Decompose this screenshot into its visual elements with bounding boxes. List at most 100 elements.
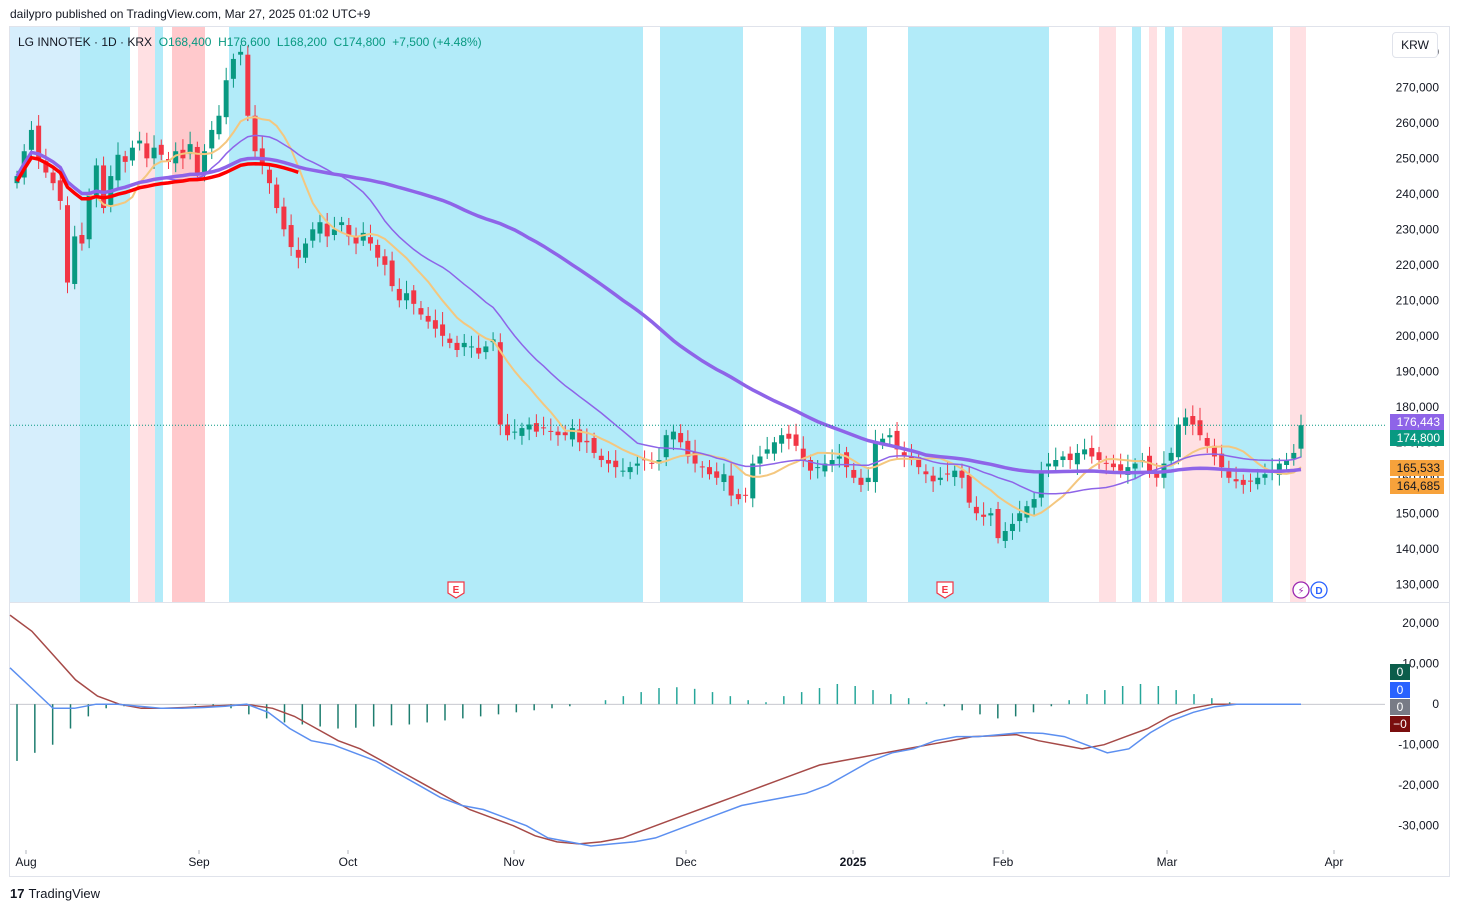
candle [836, 444, 842, 468]
price-tick-label: 140,000 [1396, 542, 1440, 556]
price-tick-label: 200,000 [1396, 329, 1440, 343]
candle-body [375, 244, 381, 258]
candle [72, 225, 78, 290]
candle-body [678, 433, 684, 443]
candle [901, 441, 907, 468]
candle-body [887, 435, 893, 438]
price-tick-label: 130,000 [1396, 577, 1440, 591]
candle-body [692, 452, 698, 464]
candle-body [382, 256, 388, 265]
candle-body [1154, 473, 1160, 478]
earnings-label: E [942, 585, 949, 596]
candle [606, 451, 612, 473]
candle [1240, 474, 1246, 494]
candle-body [209, 129, 215, 149]
candle [807, 454, 813, 480]
candle [432, 309, 438, 338]
candle [577, 418, 583, 452]
regime-band [155, 27, 163, 602]
candle-body [1118, 464, 1124, 471]
candle-body [360, 232, 366, 241]
price-label-text: 164,685 [1397, 479, 1441, 493]
time-tick-label: Mar [1157, 855, 1178, 869]
candle-body [1089, 447, 1095, 457]
regime-band [1165, 27, 1174, 602]
candle-body [1197, 420, 1203, 436]
candle-body [1038, 470, 1044, 498]
candle-body [194, 146, 200, 173]
candle [310, 222, 316, 248]
candle [223, 67, 229, 125]
candle-body [1110, 463, 1116, 468]
candle [1038, 461, 1044, 507]
candle [656, 447, 662, 471]
regime-band [1132, 27, 1141, 602]
candle [440, 312, 446, 347]
candle [483, 341, 489, 360]
candle-body [346, 225, 352, 237]
candle-body [1103, 462, 1109, 464]
candle-body [1262, 474, 1268, 478]
candle-body [202, 151, 208, 173]
osc-tick-label: -20,000 [1398, 778, 1439, 792]
candle [1226, 460, 1232, 484]
candle-body [541, 427, 547, 429]
price-tick-label: 220,000 [1396, 258, 1440, 272]
candle [634, 456, 640, 475]
candle-body [555, 431, 561, 436]
candle [1197, 407, 1203, 441]
candle-body [844, 452, 850, 468]
candle [1298, 414, 1304, 458]
candle-body [1284, 460, 1290, 465]
candle [569, 419, 575, 447]
candle [541, 416, 547, 436]
candle-body [389, 260, 395, 287]
candle-body [50, 172, 56, 184]
tradingview-logo[interactable]: 17 TradingView [10, 886, 100, 901]
candle-body [966, 474, 972, 503]
candle [771, 436, 777, 461]
candle [505, 413, 511, 441]
dividend-icon [1310, 581, 1328, 599]
publisher-line: dailypro published on TradingView.com, M… [10, 7, 371, 21]
candle [404, 280, 410, 310]
candle [360, 222, 366, 246]
candle [476, 335, 482, 359]
candle-body [598, 455, 604, 461]
price-tick-label: 250,000 [1396, 151, 1440, 165]
candle-body [505, 424, 511, 436]
candle [367, 224, 373, 251]
candle [252, 105, 258, 159]
candle [1168, 447, 1174, 467]
candle [137, 131, 143, 151]
candle [447, 333, 453, 349]
candle [865, 467, 871, 491]
regime-band [229, 27, 643, 602]
earnings-label: E [453, 585, 460, 596]
candle-body [613, 460, 619, 468]
regime-band [10, 27, 80, 602]
candle-body [187, 144, 193, 155]
candle-body [483, 346, 489, 353]
candle-body [562, 432, 568, 436]
candle-body [331, 229, 337, 235]
candle-body [367, 237, 373, 244]
candle-body [807, 460, 813, 471]
candle [620, 458, 626, 477]
candle [64, 196, 70, 294]
currency-button[interactable]: KRW [1392, 32, 1438, 58]
osc-badge-bg [1390, 664, 1410, 680]
candle-body [454, 342, 460, 350]
candle [678, 424, 684, 448]
regime-band [1099, 27, 1116, 602]
candle [844, 446, 850, 478]
candle-body [1017, 513, 1023, 522]
candle-body [779, 435, 785, 444]
candle-body [1002, 531, 1008, 541]
candle [533, 414, 539, 437]
price-tick-label: 210,000 [1396, 293, 1440, 307]
regime-band [1182, 27, 1222, 602]
price-label-text: 174,800 [1397, 431, 1441, 445]
candle-body [447, 338, 453, 343]
